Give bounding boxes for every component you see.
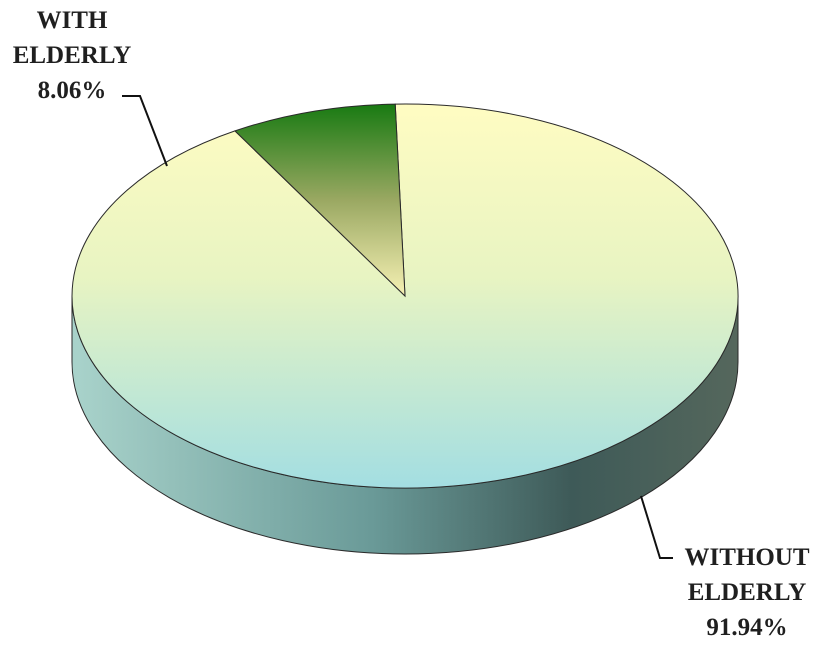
label-without-elderly-line2: ELDERLY: [688, 579, 807, 606]
label-without-elderly-line1: WITHOUT: [684, 544, 809, 571]
label-with-elderly-percent: 8.06%: [38, 77, 107, 104]
leader-line-without-elderly: [640, 495, 673, 559]
label-without-elderly-percent: 91.94%: [706, 614, 787, 641]
leader-line-with-elderly: [122, 95, 168, 167]
label-with-elderly-line2: ELDERLY: [13, 42, 132, 69]
pie-slice-with-elderly: [234, 103, 406, 298]
label-with-elderly-line1: WITH: [37, 7, 108, 34]
